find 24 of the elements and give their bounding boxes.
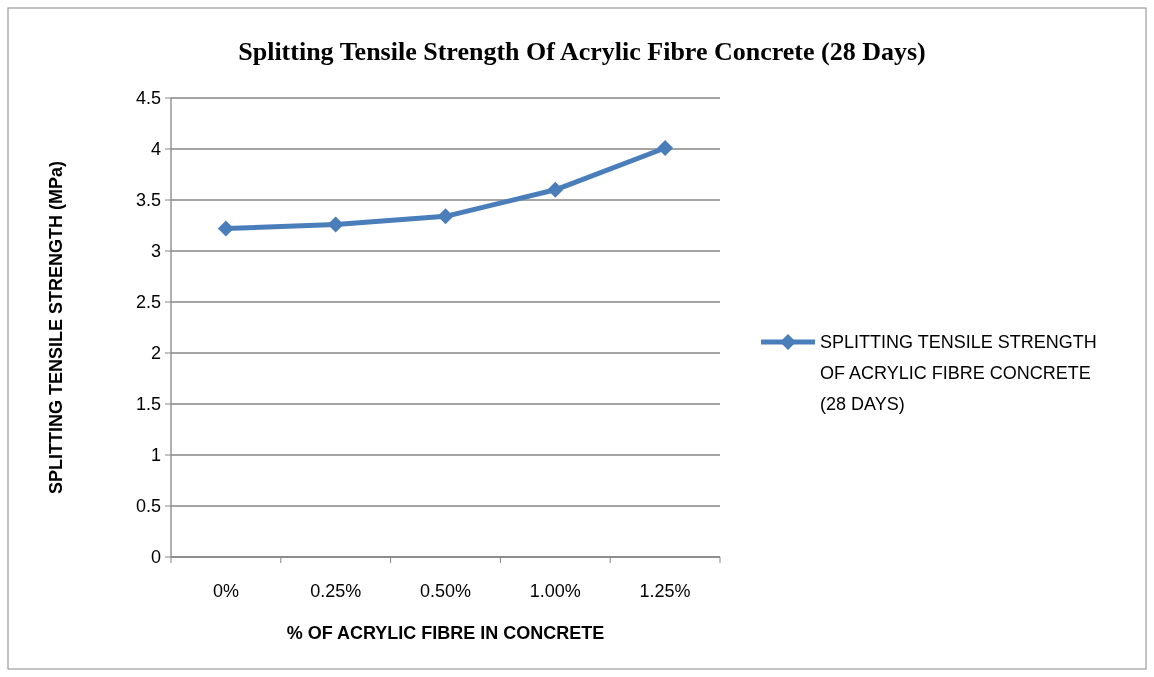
y-tick-label: 2.5	[135, 292, 161, 313]
x-axis-title: % OF ACRYLIC FIBRE IN CONCRETE	[286, 623, 605, 643]
point	[327, 216, 344, 233]
y-tick-label: 3	[150, 241, 161, 262]
y-tick-label: 4.5	[135, 88, 161, 109]
x-tick-label: 1.25%	[639, 581, 691, 601]
x-tick-label: 0.50%	[419, 581, 472, 601]
legend-label: SPLITTING TENSILE STRENGTH OF ACRYLIC FIBRE CONCRETE (28 DAYS)	[820, 332, 1097, 415]
point	[657, 139, 674, 156]
chart-title: Splitting Tensile Strength Of Acrylic Fibre Concrete (28 Days)	[238, 37, 926, 66]
y-tick-label: 1	[150, 445, 161, 466]
y-tick-label: 3.5	[135, 190, 161, 211]
x-tick-label: 0.25%	[310, 581, 362, 601]
x-tick-label: 1.00%	[529, 581, 581, 601]
y-axis-title: SPLITTING TENSILE STRENGTH (MPa)	[46, 160, 66, 495]
y-tick-label: 0	[150, 547, 161, 568]
point	[547, 181, 564, 198]
y-tick-label: 2	[150, 343, 161, 364]
y-tick-label: 4	[150, 139, 161, 160]
x-tick-label: 0%	[212, 581, 239, 601]
y-tick-label: 1.5	[135, 394, 161, 415]
y-tick-label: 0.5	[135, 496, 161, 517]
point	[437, 208, 454, 225]
point	[217, 220, 234, 237]
